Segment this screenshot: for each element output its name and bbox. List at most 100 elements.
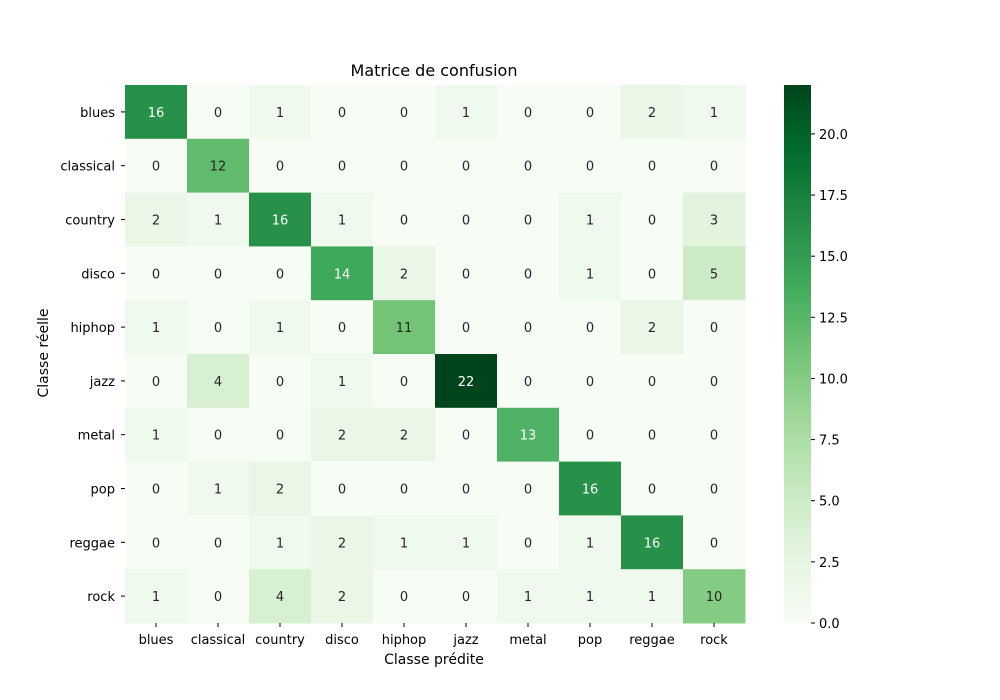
- heatmap-cell: [435, 85, 498, 140]
- cell-value-label: 0: [586, 106, 594, 121]
- heatmap-cell: [187, 569, 250, 624]
- heatmap-cell: [435, 407, 498, 463]
- heatmap-cell: [683, 192, 746, 247]
- cell-value-label: 0: [152, 483, 160, 498]
- heatmap-cell: [311, 569, 374, 624]
- heatmap-cell: [621, 300, 684, 355]
- cell-value-label: 0: [524, 267, 532, 282]
- heatmap-cell: [559, 354, 622, 409]
- heatmap-cell: [187, 461, 250, 516]
- heatmap-cell: [249, 192, 312, 247]
- y-axis-label: Classe réelle: [36, 309, 52, 398]
- cell-value-label: 1: [338, 214, 346, 229]
- heatmap-cell: [497, 85, 560, 140]
- cell-value-label: 2: [338, 429, 346, 444]
- heatmap-cell: [497, 138, 560, 194]
- x-tick-label: metal: [509, 633, 546, 648]
- cell-value-label: 0: [276, 429, 284, 444]
- x-tick-label: rock: [700, 633, 728, 648]
- cell-value-label: 2: [648, 321, 656, 336]
- heatmap-cells: [125, 85, 746, 624]
- heatmap-cell: [683, 246, 746, 301]
- heatmap-cell: [125, 407, 188, 463]
- cell-value-label: 0: [400, 375, 408, 390]
- x-tick-label: pop: [578, 633, 602, 648]
- heatmap-cell: [621, 354, 684, 409]
- heatmap-cell: [621, 515, 684, 570]
- y-tick-label: blues: [80, 106, 115, 121]
- cell-value-label: 0: [214, 267, 222, 282]
- heatmap-cell: [373, 300, 436, 355]
- cell-value-label: 2: [400, 267, 408, 282]
- cell-value-label: 0: [586, 375, 594, 390]
- heatmap-cell: [187, 85, 250, 140]
- heatmap-cell: [125, 85, 188, 140]
- heatmap-cell: [435, 569, 498, 624]
- y-axis-ticks: blues classical country disco hiphop jazz meta…: [60, 106, 125, 605]
- heatmap-cell: [249, 569, 312, 624]
- cell-value-label: 5: [710, 267, 718, 282]
- cell-value-label: 0: [648, 267, 656, 282]
- cell-value-label: 0: [648, 429, 656, 444]
- heatmap-cell: [125, 246, 188, 301]
- cell-value-label: 0: [214, 536, 222, 551]
- heatmap-cell: [373, 85, 436, 140]
- heatmap-cell-labels: 16 0 1 0 0 1 0 0 2 10 12 0 0 0 0 0 0 0 02 1 16 1 0 0 0 1 0 30 0 0 14 2 0…: [148, 106, 723, 605]
- heatmap-cell: [683, 407, 746, 463]
- heatmap-cell: [435, 354, 498, 409]
- cell-value-label: 0: [214, 590, 222, 605]
- heatmap-cell: [311, 85, 374, 140]
- heatmap-cell: [249, 138, 312, 194]
- cell-value-label: 0: [400, 160, 408, 175]
- heatmap-cell: [311, 407, 374, 463]
- colorbar-tick-label: 7.5: [819, 434, 840, 449]
- heatmap-cell: [187, 354, 250, 409]
- heatmap-cell: [373, 569, 436, 624]
- heatmap-cell: [435, 300, 498, 355]
- cell-value-label: 0: [586, 429, 594, 444]
- cell-value-label: 2: [400, 429, 408, 444]
- cell-value-label: 16: [644, 536, 661, 551]
- cell-value-label: 0: [214, 321, 222, 336]
- cell-value-label: 0: [462, 590, 470, 605]
- heatmap-cell: [187, 407, 250, 463]
- heatmap-cell: [435, 461, 498, 516]
- cell-value-label: 1: [276, 536, 284, 551]
- cell-value-label: 0: [524, 536, 532, 551]
- heatmap-cell: [373, 354, 436, 409]
- y-tick-label: metal: [78, 429, 115, 444]
- cell-value-label: 0: [524, 375, 532, 390]
- heatmap-cell: [559, 138, 622, 194]
- cell-value-label: 1: [276, 106, 284, 121]
- y-tick-label: jazz: [89, 375, 115, 390]
- colorbar: [784, 85, 811, 623]
- cell-value-label: 2: [276, 483, 284, 498]
- cell-value-label: 1: [338, 375, 346, 390]
- cell-value-label: 16: [148, 106, 165, 121]
- cell-value-label: 1: [648, 590, 656, 605]
- heatmap-cell: [683, 569, 746, 624]
- x-tick-label: country: [255, 633, 305, 648]
- cell-value-label: 10: [706, 590, 723, 605]
- cell-value-label: 1: [152, 429, 160, 444]
- cell-value-label: 0: [586, 160, 594, 175]
- cell-value-label: 0: [152, 267, 160, 282]
- heatmap-cell: [125, 138, 188, 194]
- cell-value-label: 0: [524, 160, 532, 175]
- heatmap-cell: [311, 515, 374, 570]
- heatmap-cell: [621, 407, 684, 463]
- cell-value-label: 0: [462, 267, 470, 282]
- cell-value-label: 1: [524, 590, 532, 605]
- heatmap-cell: [621, 138, 684, 194]
- heatmap-cell: [249, 354, 312, 409]
- heatmap-cell: [621, 569, 684, 624]
- cell-value-label: 0: [400, 106, 408, 121]
- heatmap-cell: [621, 85, 684, 140]
- cell-value-label: 16: [272, 214, 289, 229]
- heatmap-cell: [187, 138, 250, 194]
- heatmap-cell: [249, 461, 312, 516]
- cell-value-label: 0: [462, 321, 470, 336]
- heatmap-cell: [683, 461, 746, 516]
- colorbar-ticks: 0.0 2.5 5.0 7.5 10.0 12.5 15.0 17.5 20.0: [811, 128, 848, 632]
